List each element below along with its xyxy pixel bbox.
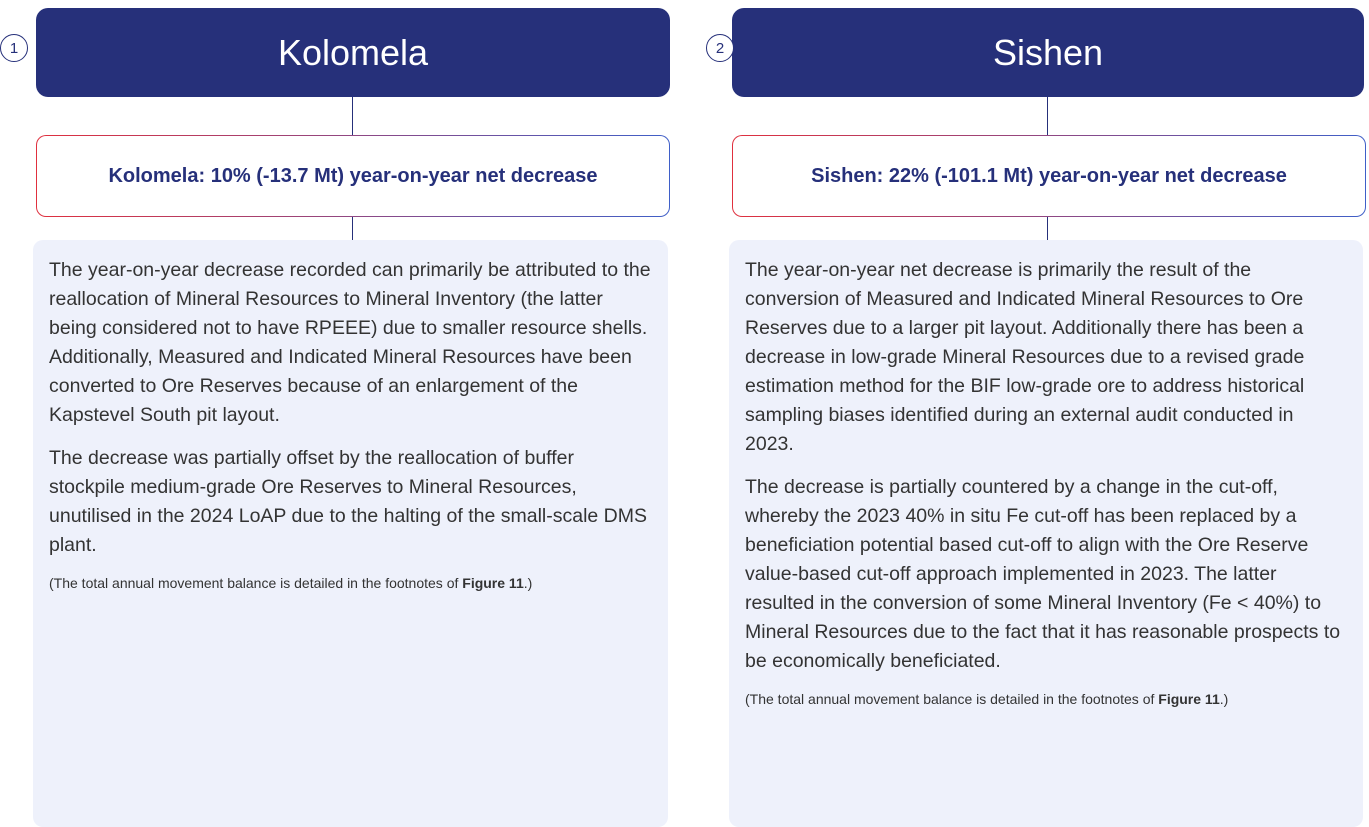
subtitle-box: Kolomela: 10% (-13.7 Mt) year-on-year ne… [36,135,670,217]
column-header: Kolomela [36,8,670,97]
footnote-text: (The total annual movement balance is de… [745,691,1159,707]
footnote: (The total annual movement balance is de… [745,690,1347,709]
text-panel: The year-on-year decrease recorded can p… [33,240,668,827]
figure-ref: Figure 11 [462,575,524,591]
footnote-text: (The total annual movement balance is de… [49,575,463,591]
paragraph: The decrease is partially countered by a… [745,476,1341,672]
footnote-text: .) [523,575,533,591]
paragraph: The decrease was partially offset by the… [49,447,648,556]
paragraph: The year-on-year decrease recorded can p… [49,259,651,426]
text-panel: The year-on-year net decrease is primari… [729,240,1363,827]
paragraph: The year-on-year net decrease is primari… [745,259,1305,455]
connector [352,97,353,135]
figure-ref: Figure 11 [1158,691,1220,707]
step-number: 2 [706,34,734,62]
column-header: Sishen [732,8,1364,97]
step-number: 1 [0,34,28,62]
connector [1047,217,1048,240]
connector [352,217,353,240]
footnote-text: .) [1219,691,1229,707]
footnote: (The total annual movement balance is de… [49,574,652,593]
subtitle-box: Sishen: 22% (-101.1 Mt) year-on-year net… [732,135,1366,217]
connector [1047,97,1048,135]
